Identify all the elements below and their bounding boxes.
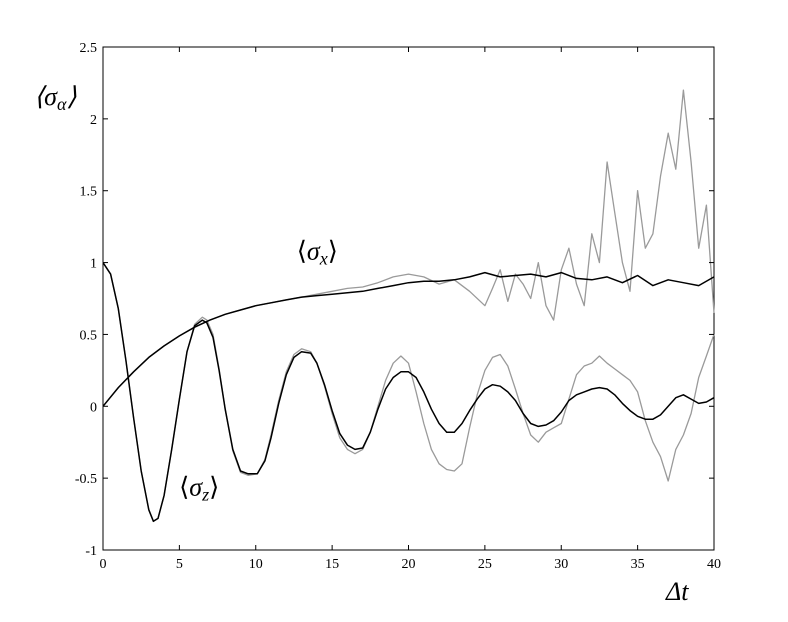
y-axis-label-open: ⟨ (34, 82, 47, 111)
annotation-sigma-z-open: ⟨ (179, 472, 189, 501)
series-line-0 (102, 271, 715, 407)
series-line-2 (102, 262, 715, 523)
annotation-sigma-z: ⟨σz⟩ (179, 472, 219, 504)
annotation-sigma-x-close: ⟩ (328, 237, 338, 266)
y-axis-label-sub: α (57, 94, 67, 114)
series-layer (102, 89, 715, 523)
annotation-sigma-x: ⟨σx⟩ (297, 237, 338, 269)
annotation-sigma-x-open: ⟨ (297, 237, 307, 266)
y-axis-label-sym: σ (44, 82, 58, 111)
series-line-1 (102, 89, 715, 407)
x-tick-label-30: 30 (554, 557, 568, 572)
annotation-sigma-z-sym: σ (189, 472, 203, 501)
y-tick-label-0: 0 (90, 400, 97, 415)
x-tick-label-25: 25 (478, 557, 492, 572)
y-axis-label-close: ⟩ (66, 82, 76, 111)
x-tick-label-10: 10 (249, 557, 263, 572)
x-tick-label-40: 40 (707, 557, 721, 572)
annotation-sigma-z-close: ⟩ (209, 472, 219, 501)
y-tick-label-1.5: 1.5 (80, 185, 98, 200)
x-tick-label-5: 5 (176, 557, 183, 572)
x-tick-label-35: 35 (631, 557, 645, 572)
y-tick-label-2.5: 2.5 (80, 41, 98, 56)
y-tick-label-1: 1 (90, 257, 97, 272)
y-tick-label-0.5: 0.5 (80, 328, 98, 343)
y-tick-label-2: 2 (90, 113, 97, 128)
x-tick-label-15: 15 (325, 557, 339, 572)
y-tick-label--0.5: -0.5 (75, 472, 97, 487)
annotation-sigma-x-sub: x (319, 249, 328, 269)
x-tick-label-0: 0 (100, 557, 107, 572)
y-tick-label--1: -1 (85, 544, 97, 559)
annotation-sigma-x-sym: σ (307, 237, 321, 266)
x-tick-label-20: 20 (402, 557, 416, 572)
y-axis-label: ⟨σα⟩ (34, 82, 77, 114)
ticks-layer: 0 5 10 15 20 25 30 35 40 -1 -0.5 0 0.5 1 1.5 2 2.5 (75, 41, 721, 572)
x-axis-label: Δt (665, 577, 689, 606)
annotation-sigma-z-sub: z (201, 484, 209, 504)
series-line-3 (102, 262, 715, 522)
